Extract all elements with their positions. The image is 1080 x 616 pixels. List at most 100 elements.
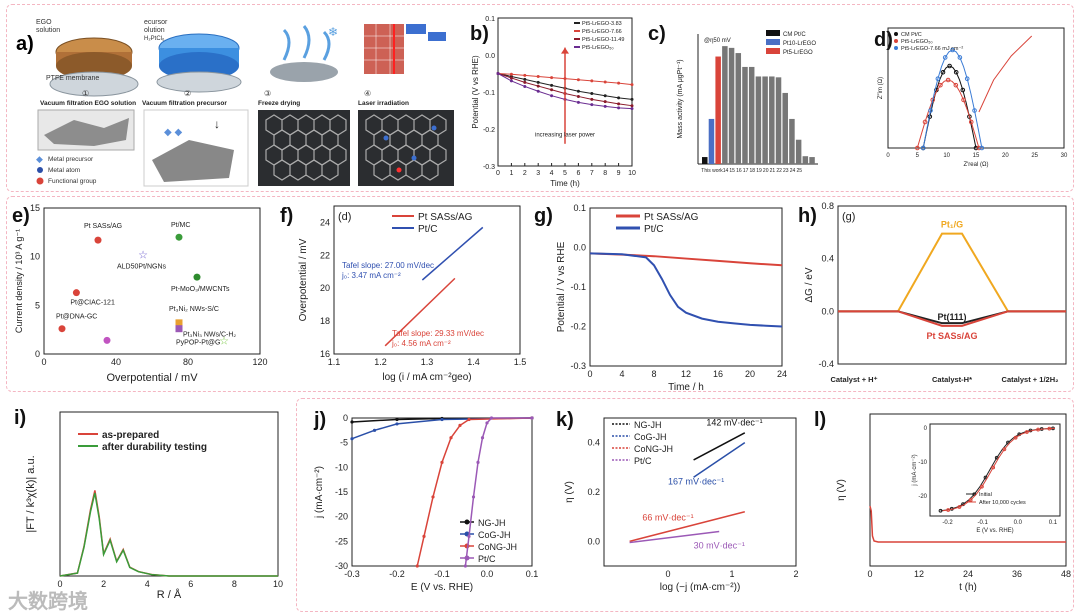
panel-label-f: f) [280,205,293,227]
data-point [947,63,952,69]
point-label: Pt₃Ni₂ NWs-S/C [169,306,219,313]
step1-num: ① [82,89,89,98]
legend-marker [464,519,470,525]
x-tick-label: 10 [628,170,636,177]
category-label: This work [701,168,723,174]
inset-data-point [1002,447,1007,452]
data-point [496,72,500,75]
legend-entry: CM Pt/C [783,32,806,38]
data-point [458,423,462,427]
chart-j: j) -0.3 -0.2 -0.1 0.0 0.1 0 -5 -10 -15 -20 -25 -30 j … [313,409,538,593]
y-tick-label: 5 [35,300,40,310]
y-tick-label: 0.0 [587,536,600,546]
data-point [953,82,959,88]
bar-3 [722,46,728,165]
step3-num: ③ [264,89,271,98]
point-label: Pt₃Ni₃ NWs/C-H₂ [183,332,236,339]
step4-num: ④ [364,89,371,98]
x-tick-label: 1.3 [421,357,434,367]
step2-precursor-icon: ◆ ◆ [164,127,182,138]
data-point [942,55,948,60]
y-tick-label: 0.0 [573,243,586,253]
x-tick-label: -0.1 [434,569,450,579]
data-point [463,564,467,568]
x-tick-label: 6 [576,170,580,177]
data-point [523,77,527,81]
y-tick-label: -0.4 [818,359,834,369]
x-tick-label: -0.2 [389,569,405,579]
x-tick-label: 48 [1061,569,1071,579]
legend-marker [894,32,898,36]
x-tick-label: 36 [1012,569,1022,579]
y-axis-label: ΔG / eV [804,267,815,302]
bar-9 [762,76,768,164]
x-axis-label: log (i / mA cm⁻²geo) [382,372,471,383]
inset-after-curve [942,427,1055,512]
inset-data-point [938,508,943,513]
bar-1 [708,118,715,164]
series-line-3 [629,530,720,544]
y-tick-label: 16 [320,349,330,359]
data-point [968,119,974,125]
point-label: Pt@CIAC-121 [70,300,115,307]
data-point [960,87,966,93]
series-cm-ptc [922,65,977,149]
data-point [979,145,985,151]
panel-label-a: a) [16,33,34,55]
inset-x-tick: -0.2 [942,520,953,526]
series-line-2 [838,310,1066,327]
y-tick-label: -0.1 [570,282,586,292]
y-tick-label: -30 [335,561,348,571]
data-point [467,534,471,538]
slope-note: 142 mV·dec⁻¹ [706,417,762,427]
data-point [590,79,594,83]
x-tick-label: 10 [943,153,950,159]
legend-marker [464,555,470,561]
data-point [509,72,513,76]
bar-4 [728,47,735,164]
legend-marker [894,39,898,43]
data-point [523,84,527,88]
row-frame-3 [296,398,1074,612]
data-point [576,100,580,104]
y-tick-label: 0.1 [485,16,495,23]
y-tick-label: -0.2 [570,322,586,332]
data-point [973,145,979,151]
y-axis-label: Current density / 10³ A g⁻¹ [14,229,24,333]
functional-group-icon [36,177,44,185]
x-tick-label: 9 [617,170,621,177]
panel-label-l: l) [814,409,826,431]
legend-entry: Pt5-LrEGO-3.83 [582,21,622,27]
chart-k: k) 0 1 2 0.0 0.2 0.4 η (V) log (−j (mA·cm⁻²)) NG-… [556,409,799,593]
x-tick-label: 0.1 [526,569,538,579]
legend-functional: Functional group [48,178,97,185]
y-axis-label: Overpotential / mV [298,238,309,321]
series-line-0 [693,432,746,461]
x-tick-label: 24 [963,569,973,579]
x-tick-label: 2 [793,569,798,579]
legend-entry: CoNG-JH [634,444,673,454]
y-tick-label: -5 [340,438,348,448]
x-tick-label: 5 [916,153,920,159]
x-tick-label: 2 [101,579,106,589]
panel-label-c: c) [648,23,666,45]
x-tick-label: 6 [188,579,193,589]
x-tick-label: 0 [41,357,46,367]
y-tick-label: 22 [320,250,330,260]
data-point [350,437,354,441]
data-point [617,102,621,106]
data-point [603,104,607,108]
category-label: 18 [750,168,756,174]
legend-entry: Pt10-LrEGO [783,41,816,47]
x-axis-label: log (−j (mA·cm⁻²)) [660,582,741,593]
y-tick-label: 0 [35,349,40,359]
step2-title: Vacuum filtration precursor [142,100,227,107]
x-axis-label: t (h) [959,582,977,593]
point-label: Pt SASs/AG [84,223,122,230]
data-point [915,145,920,151]
bar-7 [748,66,755,164]
point-label: PyPOP-Pt@G [176,339,220,346]
sub-label: (g) [842,211,855,223]
legend-entry: Pt5-LrEGO-11.49 [582,37,624,43]
step2-num: ② [184,89,191,98]
